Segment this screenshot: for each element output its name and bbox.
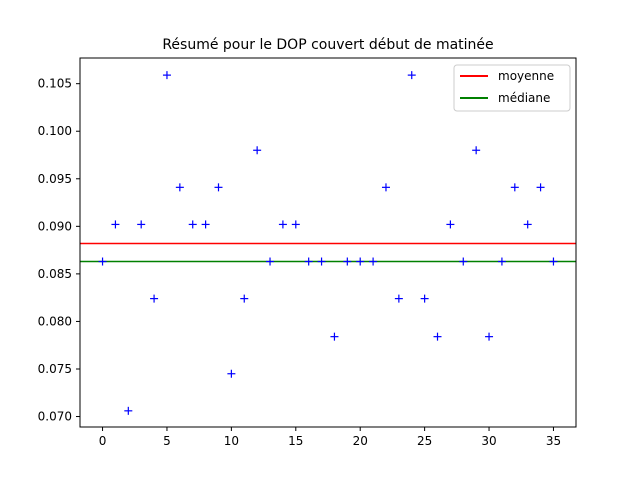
x-tick-label: 25 xyxy=(417,434,432,448)
data-point xyxy=(201,220,210,229)
y-tick-label: 0.085 xyxy=(38,267,72,281)
data-point xyxy=(381,183,390,192)
data-point xyxy=(317,257,326,266)
data-point xyxy=(330,332,339,341)
data-point xyxy=(510,183,519,192)
data-point xyxy=(278,220,287,229)
data-point xyxy=(291,220,300,229)
x-tick-label: 15 xyxy=(288,434,303,448)
y-tick-label: 0.070 xyxy=(38,410,72,424)
data-point xyxy=(485,332,494,341)
x-tick-label: 10 xyxy=(224,434,239,448)
data-point xyxy=(472,146,481,155)
data-point xyxy=(446,220,455,229)
data-point xyxy=(253,146,262,155)
data-point xyxy=(304,257,313,266)
chart-title: Résumé pour le DOP couvert début de mati… xyxy=(162,37,493,53)
legend-label-mediane: médiane xyxy=(498,91,550,105)
data-point xyxy=(124,406,133,415)
data-point xyxy=(459,257,468,266)
data-point xyxy=(343,257,352,266)
data-point xyxy=(227,369,236,378)
y-axis: 0.070 0.075 0.080 0.085 0.090 0.095 0.100 0.105 xyxy=(38,77,80,424)
data-point xyxy=(98,257,107,266)
y-tick-label: 0.105 xyxy=(38,77,72,91)
plot-frame xyxy=(79,57,577,428)
data-point xyxy=(188,220,197,229)
x-tick-label: 35 xyxy=(546,434,561,448)
data-point xyxy=(266,257,275,266)
data-point xyxy=(214,183,223,192)
data-point xyxy=(420,294,429,303)
y-tick-label: 0.090 xyxy=(38,219,72,233)
data-point xyxy=(162,71,171,80)
x-tick-label: 5 xyxy=(163,434,171,448)
y-tick-label: 0.075 xyxy=(38,362,72,376)
data-point xyxy=(523,220,532,229)
data-point xyxy=(549,257,558,266)
x-tick-label: 30 xyxy=(481,434,496,448)
y-tick-label: 0.080 xyxy=(38,314,72,328)
data-points xyxy=(98,71,558,415)
data-point xyxy=(150,294,159,303)
x-tick-label: 20 xyxy=(353,434,368,448)
y-tick-label: 0.100 xyxy=(38,124,72,138)
data-point xyxy=(497,257,506,266)
data-point xyxy=(137,220,146,229)
reference-lines xyxy=(80,242,576,263)
data-point xyxy=(240,294,249,303)
legend: moyenne médiane xyxy=(453,64,571,112)
data-point xyxy=(175,183,184,192)
data-point xyxy=(394,294,403,303)
data-point xyxy=(356,257,365,266)
x-axis: 0 5 10 15 20 25 30 35 xyxy=(99,427,561,448)
data-point xyxy=(433,332,442,341)
data-point xyxy=(536,183,545,192)
y-tick-label: 0.095 xyxy=(38,172,72,186)
x-tick-label: 0 xyxy=(99,434,107,448)
legend-label-moyenne: moyenne xyxy=(498,69,554,83)
data-point xyxy=(111,220,120,229)
data-point xyxy=(369,257,378,266)
data-point xyxy=(407,71,416,80)
